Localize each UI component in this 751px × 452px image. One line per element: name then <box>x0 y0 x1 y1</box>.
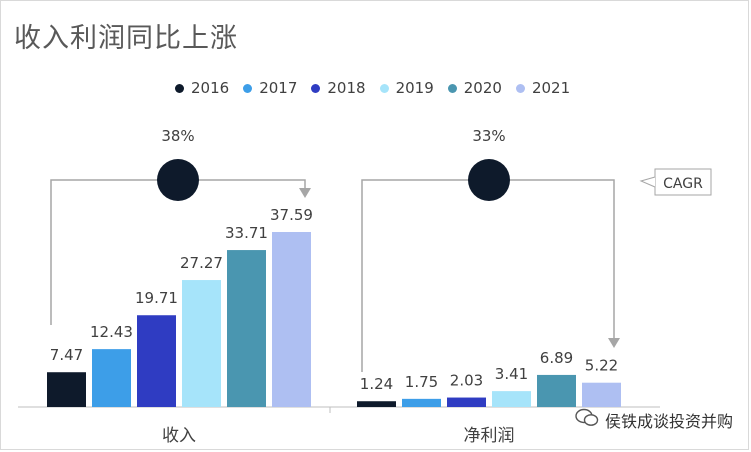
category-label-1: 净利润 <box>464 426 515 446</box>
data-label-2021-0: 37.59 <box>270 206 313 224</box>
cagr-callout-label: CAGR <box>663 176 703 192</box>
account-name: 侯铁成谈投资并购 <box>604 412 733 431</box>
cagr-value-1: 33% <box>472 127 505 145</box>
legend: 2016 2017 2018 2019 2020 2021 <box>175 79 570 97</box>
legend-swatch-2020 <box>447 83 457 93</box>
category-label-0: 收入 <box>162 426 196 446</box>
bar-2018-1 <box>447 397 486 407</box>
bar-2019-0 <box>182 280 221 407</box>
data-label-2017-0: 12.43 <box>90 323 133 341</box>
legend-label-2017: 2017 <box>259 79 298 97</box>
legend-swatch-2016 <box>175 83 184 93</box>
bar-2021-1 <box>582 382 621 407</box>
cagr-bracket-1 <box>361 179 615 372</box>
bar-2019-1 <box>492 391 531 407</box>
data-label-2017-1: 1.75 <box>405 373 438 391</box>
legend-item-2020: 2020 <box>447 79 502 97</box>
cagr-bracket-0 <box>50 179 306 325</box>
legend-swatch-2018 <box>311 83 321 93</box>
bar-2017-0 <box>92 349 131 407</box>
legend-item-2017: 2017 <box>243 79 297 97</box>
bar-2020-0 <box>227 250 266 407</box>
bar-2021-0 <box>272 232 311 407</box>
cagr-circle-0 <box>157 159 199 201</box>
data-label-2018-1: 2.03 <box>450 372 483 390</box>
legend-item-2019: 2019 <box>379 79 434 97</box>
wechat-icon <box>575 408 599 432</box>
cagr-circle-1 <box>468 159 510 201</box>
data-label-2018-0: 19.71 <box>135 289 178 307</box>
data-label-2020-0: 33.71 <box>225 224 268 242</box>
legend-item-2016: 2016 <box>175 79 229 97</box>
legend-label-2020: 2020 <box>463 79 502 97</box>
bar-2017-1 <box>402 398 441 407</box>
data-label-2019-0: 27.27 <box>180 254 223 272</box>
legend-label-2016: 2016 <box>191 79 230 97</box>
bar-2016-1 <box>357 401 396 407</box>
cagr-value-0: 38% <box>161 127 194 145</box>
legend-label-2019: 2019 <box>395 79 434 97</box>
data-label-2016-1: 1.24 <box>360 375 393 393</box>
account-watermark: 侯铁成谈投资并购 <box>575 408 733 432</box>
legend-item-2018: 2018 <box>311 79 366 97</box>
data-label-2019-1: 3.41 <box>495 365 528 383</box>
chart-title: 收入利润同比上涨 <box>14 23 238 54</box>
bar-2020-1 <box>537 374 576 407</box>
data-label-2021-1: 5.22 <box>585 357 618 375</box>
cagr-arrow-0 <box>299 188 311 198</box>
data-label-2016-0: 7.47 <box>50 346 83 364</box>
cagr-arrow-1 <box>608 338 620 348</box>
legend-label-2018: 2018 <box>327 79 366 97</box>
legend-swatch-2021 <box>515 83 525 93</box>
bar-2018-0 <box>137 315 176 407</box>
legend-label-2021: 2021 <box>531 79 571 97</box>
legend-swatch-2019 <box>379 83 389 93</box>
legend-swatch-2017 <box>243 83 253 93</box>
legend-item-2021: 2021 <box>515 79 571 97</box>
cagr-callout-pointer <box>639 176 656 188</box>
bar-2016-0 <box>47 372 86 407</box>
data-label-2020-1: 6.89 <box>540 349 573 367</box>
